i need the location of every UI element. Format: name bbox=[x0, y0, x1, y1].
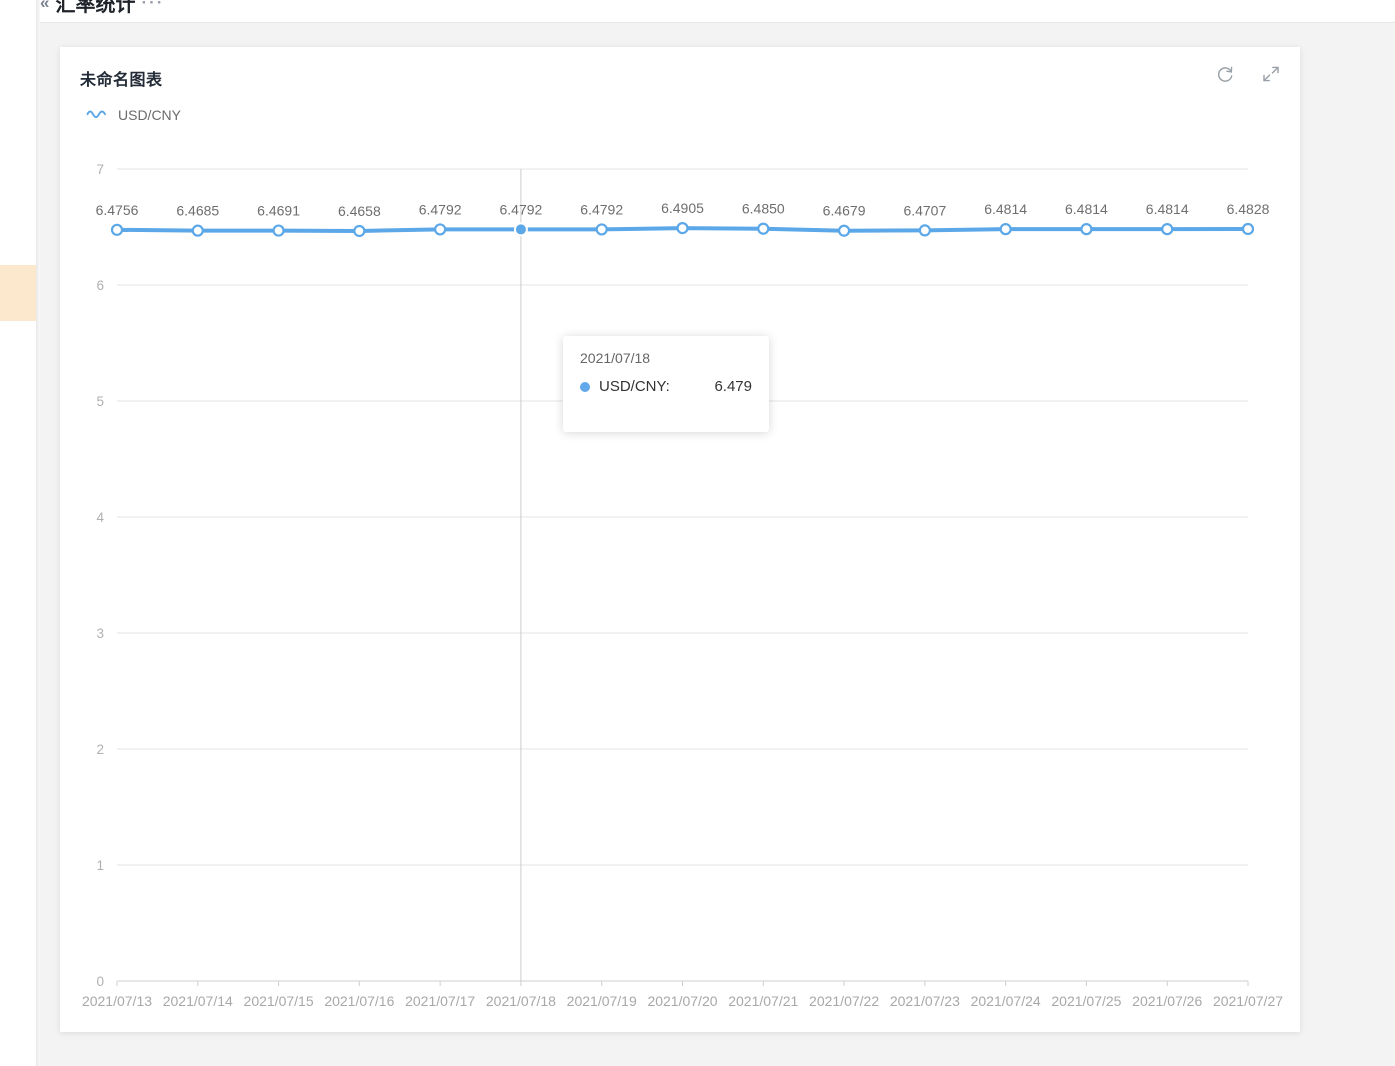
y-axis-tick-label: 4 bbox=[96, 510, 104, 525]
x-axis-tick-label: 2021/07/16 bbox=[324, 993, 394, 1009]
y-axis-tick-label: 0 bbox=[96, 974, 104, 989]
x-axis-tick-label: 2021/07/20 bbox=[647, 993, 717, 1009]
y-axis-tick-label: 3 bbox=[96, 626, 104, 641]
series-point bbox=[434, 223, 447, 236]
expand-icon[interactable] bbox=[1260, 63, 1282, 85]
series-point bbox=[1241, 222, 1255, 236]
chevron-left-icon[interactable]: « bbox=[40, 0, 50, 12]
y-axis-tick-label: 2 bbox=[96, 742, 104, 757]
chart-title: 未命名图表 bbox=[80, 72, 163, 89]
series-point bbox=[191, 224, 204, 237]
series-point bbox=[1161, 223, 1174, 236]
series-point-label: 6.4850 bbox=[742, 201, 785, 217]
chart-plot-area[interactable]: 0 1 2 3 4 5 6 7 2021/07/13 2021/07/14 2021/07/15 20… bbox=[60, 47, 1300, 1032]
series-point-label: 6.4814 bbox=[1146, 201, 1189, 217]
rail-highlight-block[interactable] bbox=[0, 265, 36, 321]
y-axis-tick-label: 6 bbox=[96, 278, 104, 293]
series-point-label: 6.4756 bbox=[96, 202, 139, 218]
y-axis-tick-label: 5 bbox=[96, 394, 104, 409]
breadcrumb-tab[interactable]: « 汇率统计 ··· bbox=[40, 0, 164, 17]
chart-card-actions bbox=[1214, 63, 1282, 85]
wave-line-icon bbox=[86, 110, 106, 119]
tooltip-series-value: 6.479 bbox=[714, 378, 752, 395]
tooltip-series-dot bbox=[580, 381, 590, 392]
refresh-icon[interactable] bbox=[1214, 63, 1236, 85]
x-axis-tick-label: 2021/07/23 bbox=[890, 993, 960, 1009]
tooltip-date: 2021/07/18 bbox=[580, 350, 651, 366]
tooltip-series-name: USD/CNY: bbox=[599, 378, 670, 395]
series-point-label: 6.4792 bbox=[500, 201, 543, 217]
series-point bbox=[353, 224, 366, 238]
left-rail bbox=[0, 0, 36, 1066]
series-point bbox=[757, 222, 770, 235]
series-point-label: 6.4792 bbox=[419, 201, 462, 217]
series-point-label: 6.4814 bbox=[1065, 201, 1108, 217]
chart-card-header: 未命名图表 bbox=[60, 47, 1300, 109]
x-axis-tick-label: 2021/07/26 bbox=[1132, 993, 1202, 1009]
series-point-label: 6.4792 bbox=[580, 201, 623, 217]
x-axis-tick-label: 2021/07/17 bbox=[405, 993, 475, 1009]
series-point-label: 6.4814 bbox=[984, 201, 1027, 217]
y-axis-tick-label: 1 bbox=[96, 858, 104, 873]
series-point bbox=[595, 223, 608, 236]
chart-legend-label: USD/CNY bbox=[118, 107, 182, 123]
series-point bbox=[999, 223, 1012, 236]
y-axis-tick-label: 7 bbox=[96, 162, 104, 177]
x-axis-tick-label: 2021/07/22 bbox=[809, 993, 879, 1009]
series-point bbox=[1080, 223, 1093, 236]
chart-tooltip: 2021/07/18 USD/CNY: 6.479 bbox=[563, 336, 769, 432]
x-axis-tick-label: 2021/07/14 bbox=[163, 993, 233, 1009]
series-point-label: 6.4658 bbox=[338, 203, 381, 219]
x-axis-tick-label: 2021/07/19 bbox=[567, 993, 637, 1009]
series-point bbox=[676, 222, 689, 235]
tooltip-series-row: USD/CNY: 6.479 bbox=[580, 378, 752, 395]
topbar: « 汇率统计 ··· bbox=[40, 0, 1395, 23]
breadcrumb-tab-label: 汇率统计 bbox=[55, 0, 136, 16]
x-axis-tick-label: 2021/07/25 bbox=[1051, 993, 1121, 1009]
series-point bbox=[513, 222, 528, 237]
series-point bbox=[272, 224, 285, 237]
series-point-label: 6.4828 bbox=[1227, 201, 1270, 217]
x-axis-tick-label: 2021/07/13 bbox=[82, 993, 152, 1009]
x-axis-tick-label: 2021/07/27 bbox=[1213, 993, 1283, 1009]
x-axis-tick-label: 2021/07/15 bbox=[244, 993, 314, 1009]
more-dots-icon[interactable]: ··· bbox=[141, 0, 165, 12]
chart-card: 未命名图表 bbox=[60, 47, 1300, 1032]
rail-divider bbox=[36, 0, 40, 1066]
series-point-label: 6.4685 bbox=[176, 203, 219, 219]
series-point bbox=[918, 224, 931, 237]
x-axis-tick-label: 2021/07/18 bbox=[486, 993, 556, 1009]
series-point-label: 6.4707 bbox=[903, 202, 946, 218]
series-point bbox=[110, 223, 124, 236]
series-point-label: 6.4905 bbox=[661, 200, 704, 216]
series-point-label: 6.4679 bbox=[823, 203, 866, 219]
x-axis-tick-label: 2021/07/21 bbox=[728, 993, 798, 1009]
x-axis-tick-label: 2021/07/24 bbox=[971, 993, 1041, 1009]
chart-legend-item[interactable]: USD/CNY bbox=[86, 107, 181, 123]
series-point bbox=[837, 224, 851, 237]
series-point-label: 6.4691 bbox=[257, 203, 300, 219]
